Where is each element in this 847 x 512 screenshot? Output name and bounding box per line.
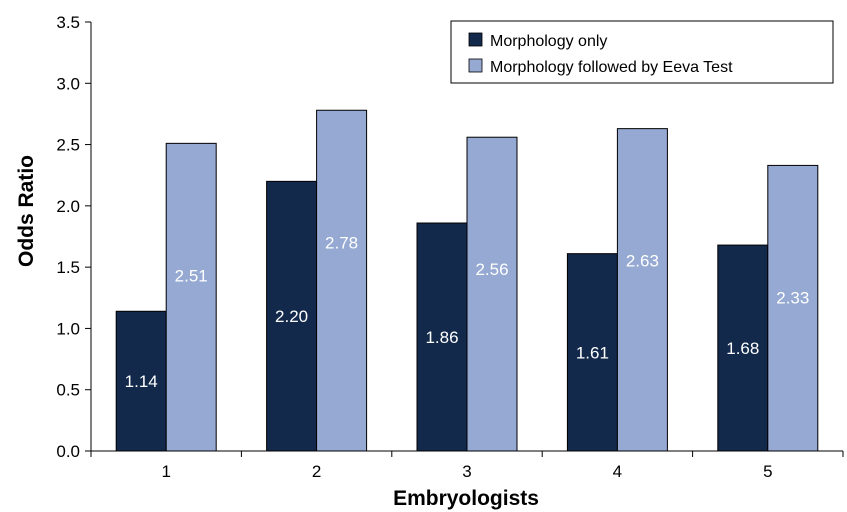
- x-tick-label: 4: [613, 462, 622, 481]
- bar-value-label: 1.61: [576, 343, 609, 362]
- bar-morphology-only-2: [266, 180, 318, 452]
- y-tick-label: 2.5: [56, 136, 80, 155]
- x-tick-label: 5: [763, 462, 772, 481]
- bar-value-label: 2.20: [275, 307, 308, 326]
- y-tick-label: 1.0: [56, 319, 80, 338]
- bar-value-label: 2.63: [626, 252, 659, 271]
- y-axis: 0.0 0.5 1.0 1.5 2.0 2.5 3.0 3.5: [56, 13, 92, 461]
- bar-value-label: 1.14: [125, 372, 158, 391]
- bar-morphology-eeva-4: [616, 128, 668, 452]
- bar-value-label: 2.33: [776, 288, 809, 307]
- x-tick-label: 1: [161, 462, 170, 481]
- y-tick-label: 3.5: [56, 13, 80, 32]
- y-tick-label: 3.0: [56, 74, 80, 93]
- legend: Morphology only Morphology followed by E…: [450, 20, 834, 84]
- x-axis: 1 2 3 4 5: [90, 450, 844, 481]
- bars: [115, 109, 819, 452]
- legend-box: [450, 20, 834, 84]
- y-tick-label: 0.0: [56, 442, 80, 461]
- legend-swatch-morphology-eeva: [468, 58, 483, 73]
- bar-value-label: 1.68: [726, 339, 759, 358]
- legend-swatch-morphology-only: [468, 32, 483, 47]
- y-tick-label: 2.0: [56, 197, 80, 216]
- legend-label-morphology-only: Morphology only: [490, 33, 607, 50]
- y-axis-title: Odds Ratio: [15, 155, 38, 267]
- y-tick-label: 0.5: [56, 381, 80, 400]
- x-axis-title: Embryologists: [393, 487, 539, 510]
- bar-morphology-eeva-3: [466, 136, 518, 452]
- x-tick-label: 2: [312, 462, 321, 481]
- bar-morphology-eeva-1: [165, 142, 217, 452]
- bar-morphology-eeva-5: [767, 164, 819, 452]
- y-tick-label: 1.5: [56, 258, 80, 277]
- bar-value-label: 2.51: [175, 266, 208, 285]
- x-tick-label: 3: [462, 462, 471, 481]
- bar-value-label: 2.78: [325, 233, 358, 252]
- bar-morphology-only-5: [717, 244, 769, 452]
- bar-morphology-only-1: [115, 310, 167, 452]
- bar-value-label: 1.86: [425, 328, 458, 347]
- bar-morphology-only-4: [566, 253, 618, 452]
- legend-label-morphology-eeva: Morphology followed by Eeva Test: [490, 59, 733, 76]
- bar-morphology-eeva-2: [316, 109, 368, 452]
- bar-labels: 1.14 2.20 1.86 1.61 1.68 2.51 2.78 2.56 2.63 2.33: [125, 233, 810, 391]
- bar-morphology-only-3: [416, 222, 468, 452]
- bar-value-label: 2.56: [475, 260, 508, 279]
